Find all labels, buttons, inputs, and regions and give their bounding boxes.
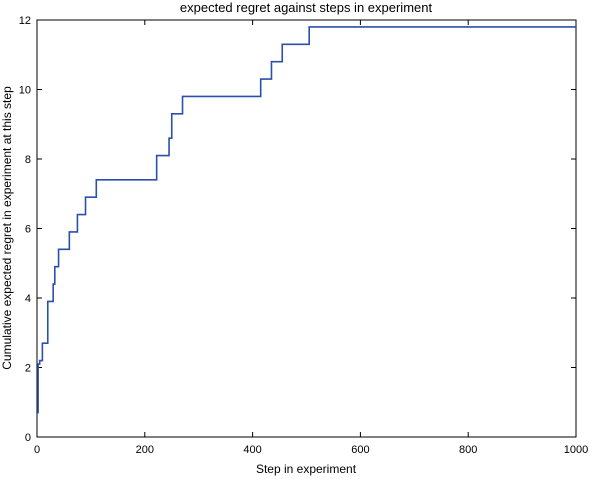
x-tick-label: 200 [136,444,154,456]
x-tick-label: 600 [351,444,369,456]
y-tick-label: 10 [19,85,31,97]
axis-ticks: 0 200 400 600 800 1000 0 2 4 6 8 10 12 [19,15,588,456]
x-axis-title: Step in experiment [256,462,357,476]
x-tick-label: 0 [34,444,40,456]
y-tick-label: 2 [25,363,31,375]
plot-frame [36,19,577,438]
y-axis-title: Cumulative expected regret in experiment… [0,86,14,370]
series-line [37,26,576,414]
x-tick-label: 400 [243,444,261,456]
x-tick-label: 1000 [564,444,588,456]
y-tick-label: 8 [25,154,31,166]
y-tick-label: 0 [25,432,31,444]
x-tick-label: 800 [459,444,477,456]
y-tick-label: 4 [25,293,31,305]
y-tick-label: 12 [19,15,31,27]
y-tick-label: 6 [25,224,31,236]
series-group [37,26,576,414]
chart-title: expected regret against steps in experim… [180,0,433,15]
